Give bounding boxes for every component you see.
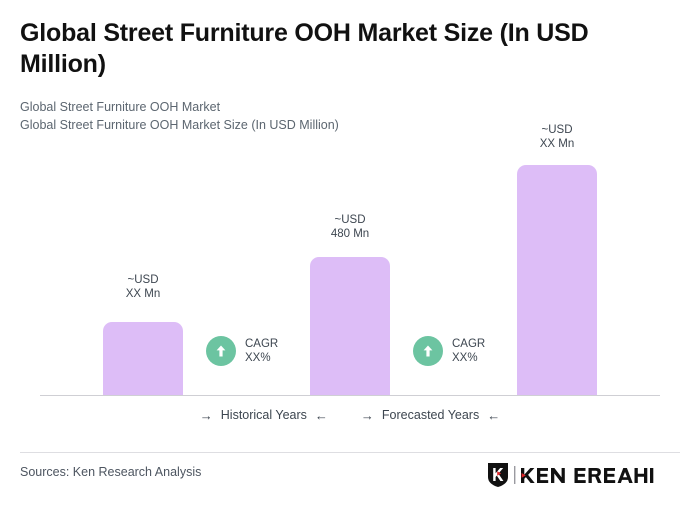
period-legend: → Historical Years ← → Forecasted Years … — [0, 408, 700, 422]
bar-value-label: XX Mn — [125, 288, 161, 300]
bar-base-year[interactable] — [310, 257, 390, 395]
cagr-label: CAGR — [245, 338, 279, 350]
bar-forecasted[interactable] — [517, 165, 597, 395]
subtitle-line-2: Global Street Furniture OOH Market Size … — [20, 118, 339, 132]
cagr-label-group: CAGR XX% — [245, 337, 278, 365]
bar-chart: ~USD XX Mn CAGR XX% ~USD 480 Mn — [0, 124, 700, 410]
arrow-left-icon: ← — [487, 407, 501, 423]
bar-value-label: ~USD — [541, 124, 573, 136]
bar-value-label: ~USD — [127, 274, 159, 286]
legend-item-forecasted-years[interactable]: → Forecasted Years ← — [361, 408, 500, 422]
ken-research-logo — [487, 462, 656, 488]
cagr-value: XX% — [452, 352, 478, 364]
footer-divider — [20, 452, 680, 453]
cagr-annotation[interactable]: CAGR XX% — [206, 336, 278, 366]
legend-label: Forecasted Years — [381, 408, 480, 422]
bar-value-label: XX Mn — [539, 138, 575, 150]
cagr-value: XX% — [245, 352, 271, 364]
legend-label: Historical Years — [220, 408, 307, 422]
subtitle-line-1: Global Street Furniture OOH Market — [20, 100, 221, 114]
chart-baseline — [40, 395, 660, 396]
bar-value-label: ~USD — [334, 214, 366, 226]
cagr-annotation[interactable]: CAGR XX% — [413, 336, 485, 366]
shield-k-icon — [488, 463, 508, 487]
subtitle-block: Global Street Furniture OOH Market Globa… — [20, 98, 640, 134]
legend-item-historical-years[interactable]: → Historical Years ← — [200, 408, 328, 422]
bar-historical[interactable] — [103, 322, 183, 395]
ken-research-wordmark — [514, 466, 654, 484]
arrow-right-icon: → — [360, 407, 374, 423]
arrow-up-icon — [206, 336, 236, 366]
cagr-label-group: CAGR XX% — [452, 337, 485, 365]
cagr-label: CAGR — [452, 338, 486, 350]
arrow-right-icon: → — [199, 407, 213, 423]
page-title: Global Street Furniture OOH Market Size … — [20, 19, 589, 78]
arrow-left-icon: ← — [314, 407, 328, 423]
arrow-up-icon — [413, 336, 443, 366]
sources-text: Sources: Ken Research Analysis — [20, 465, 202, 479]
bar-value-label: 480 Mn — [330, 228, 370, 240]
